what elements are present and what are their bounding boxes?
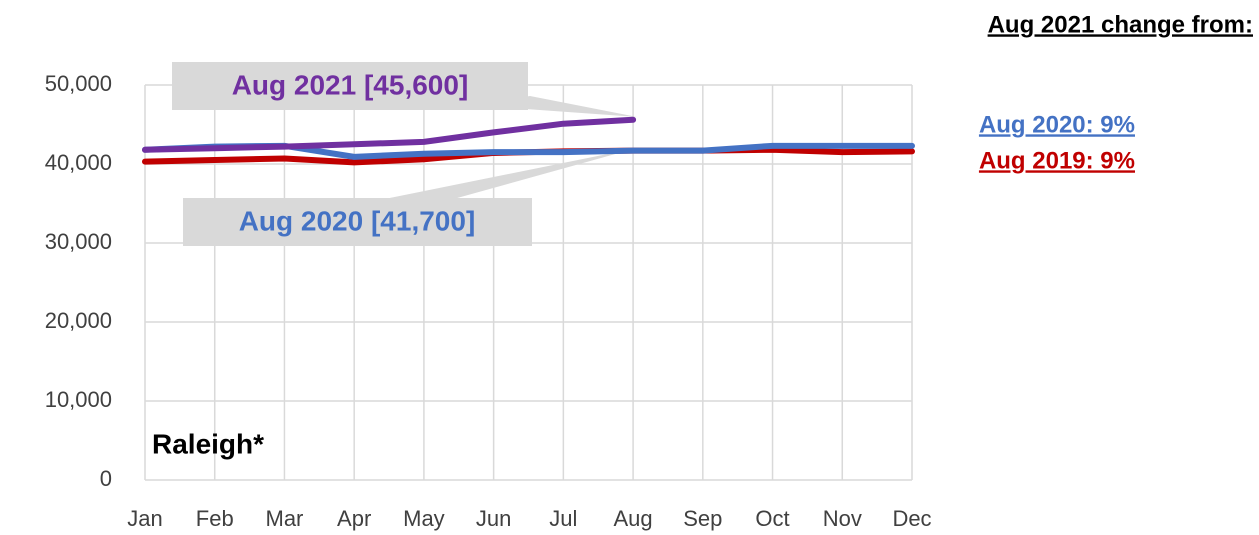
- x-tick-label: Nov: [823, 506, 862, 531]
- change-title: Aug 2021 change from:: [988, 11, 1253, 38]
- x-tick-label: Apr: [337, 506, 371, 531]
- x-tick-label: Jun: [476, 506, 511, 531]
- x-tick-label: Mar: [266, 506, 304, 531]
- y-tick-label: 20,000: [45, 308, 112, 333]
- y-tick-label: 50,000: [45, 71, 112, 96]
- y-tick-label: 30,000: [45, 229, 112, 254]
- x-tick-label: Jul: [549, 506, 577, 531]
- y-tick-label: 0: [100, 466, 112, 491]
- x-tick-label: Jan: [127, 506, 162, 531]
- x-tick-label: May: [403, 506, 445, 531]
- x-tick-label: Dec: [892, 506, 931, 531]
- series-line: [142, 116, 637, 153]
- y-tick-label: 10,000: [45, 387, 112, 412]
- callout-box: [183, 198, 532, 246]
- x-tick-label: Sep: [683, 506, 722, 531]
- location-label: Raleigh*: [152, 428, 264, 459]
- change-label: Aug 2019: 9%: [979, 147, 1135, 174]
- callout-pointer: [380, 148, 637, 200]
- x-tick-label: Oct: [755, 506, 789, 531]
- y-tick-label: 40,000: [45, 150, 112, 175]
- x-tick-label: Aug: [614, 506, 653, 531]
- callout-label: Aug 2020 [41,700]: [239, 205, 476, 236]
- x-tick-label: Feb: [196, 506, 234, 531]
- change-label: Aug 2020: 9%: [979, 111, 1135, 138]
- callout-box: [172, 62, 528, 110]
- callout-label: Aug 2021 [45,600]: [232, 69, 469, 100]
